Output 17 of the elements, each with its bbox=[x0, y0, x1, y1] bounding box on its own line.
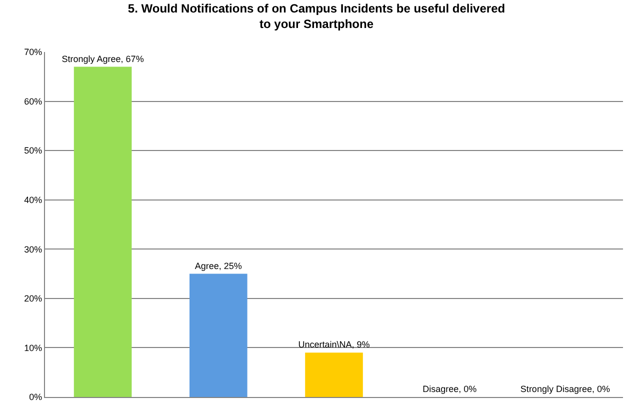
bar bbox=[74, 66, 132, 397]
data-label: Strongly Agree, 67% bbox=[62, 54, 144, 64]
y-tick-label: 0% bbox=[29, 392, 42, 402]
y-tick-label: 70% bbox=[24, 47, 42, 58]
y-tick-label: 20% bbox=[24, 294, 42, 304]
y-tick-label: 10% bbox=[24, 342, 42, 353]
y-tick-label: 30% bbox=[24, 244, 42, 254]
data-label: Disagree, 0% bbox=[422, 384, 477, 394]
data-label: Agree, 25% bbox=[194, 260, 242, 271]
bar bbox=[305, 352, 363, 397]
y-tick-label: 60% bbox=[24, 96, 42, 106]
y-tick-label: 50% bbox=[24, 146, 42, 156]
bar bbox=[190, 274, 248, 397]
chart-title: 5. Would Notifications of on Campus Incidents be useful delivered to your Smartphone bbox=[128, 1, 506, 31]
data-label: Uncertain\NA, 9% bbox=[298, 340, 370, 350]
data-label: Strongly Disagree, 0% bbox=[520, 384, 610, 394]
y-tick-label: 40% bbox=[24, 195, 42, 206]
